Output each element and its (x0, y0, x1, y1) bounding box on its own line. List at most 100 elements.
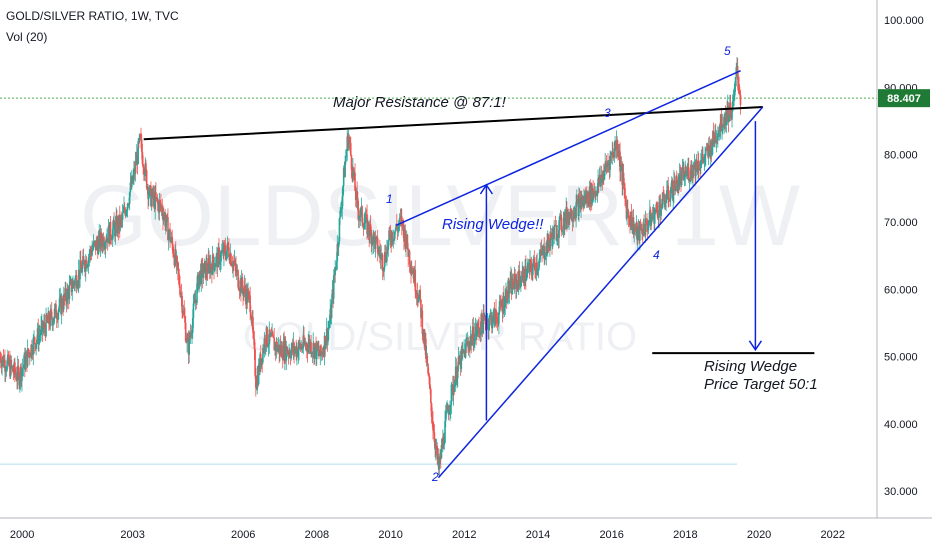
candles (0, 57, 742, 476)
candle-body (525, 265, 527, 281)
price-axis[interactable]: 100.00090.00080.00070.00060.00050.00040.… (884, 15, 924, 498)
candle-body (669, 193, 672, 202)
candle-body (202, 273, 205, 278)
candle-body (97, 238, 100, 255)
candle-body (21, 367, 24, 370)
candle-body (715, 140, 718, 142)
candle-body (81, 264, 84, 273)
resistance-trendline[interactable] (143, 105, 763, 141)
candle-body (686, 169, 689, 177)
candle-body (428, 376, 431, 385)
candle-body (105, 241, 108, 243)
current-price-value: 88.407 (887, 93, 921, 105)
candle-body (481, 314, 483, 324)
candle-body (249, 295, 251, 313)
time-axis[interactable]: 2000 2003 2006 2008 2010 2012 2014 2016 2018 2020… (10, 529, 845, 541)
x-tick-label: 2018 (673, 529, 697, 541)
candle-body (49, 310, 52, 327)
candle-body (21, 369, 23, 381)
candle-body (281, 345, 283, 359)
target-arrowhead (748, 340, 763, 352)
candle-body (132, 175, 135, 183)
candle-body (72, 281, 74, 289)
candle-body (626, 208, 628, 219)
candle-body (252, 332, 255, 340)
candle-body (494, 309, 497, 326)
candle-body (666, 190, 668, 200)
candle-body (359, 216, 361, 217)
candle-body (57, 312, 59, 321)
candle-body (69, 281, 71, 285)
candle-body (188, 334, 191, 355)
candle-body (680, 171, 683, 185)
candle-body (171, 236, 173, 245)
candle-body (478, 327, 480, 333)
candle-body (75, 275, 78, 289)
candle-body (225, 250, 228, 259)
candle-body (235, 266, 237, 273)
candle-body (700, 159, 703, 162)
candle-body (79, 260, 81, 280)
candle-body (77, 283, 79, 287)
candle-body (172, 244, 174, 254)
wedge-lower-trendline[interactable] (437, 106, 764, 479)
candle-body (410, 267, 412, 273)
candle-body (656, 210, 659, 218)
candle-body (657, 217, 660, 219)
candle-body (174, 249, 177, 264)
candle-body (448, 410, 451, 415)
wedge-upper-trendline[interactable] (395, 69, 741, 227)
candle-body (359, 208, 362, 217)
candle-body (483, 312, 485, 318)
candle-body (734, 83, 736, 96)
candle-body (26, 348, 29, 367)
candle-body (138, 140, 140, 142)
candle-body (530, 262, 533, 271)
candle-body (310, 341, 312, 354)
candle-body (633, 227, 636, 235)
candle-body (143, 167, 145, 175)
candle-body (653, 213, 656, 224)
candle-body (186, 337, 189, 341)
candle-body (17, 365, 20, 372)
candle-body (128, 192, 131, 204)
annotation-major-resistance: Major Resistance @ 87:1! (333, 94, 507, 111)
candle-body (388, 230, 391, 234)
candle-body (631, 226, 633, 230)
candle-body (700, 161, 702, 169)
candle-body (661, 192, 664, 208)
candle-body (336, 243, 339, 262)
candle-body (221, 251, 223, 253)
candle-body (473, 333, 476, 345)
x-tick-label: 2020 (747, 529, 771, 541)
wave-label-4: 4 (653, 248, 660, 262)
candle-body (460, 349, 463, 369)
candle-body (445, 411, 448, 414)
y-tick-label: 80.000 (884, 150, 918, 162)
candle-body (129, 182, 132, 193)
wave-label-3: 3 (604, 106, 611, 120)
candle-body (242, 290, 245, 296)
candle-body (16, 380, 18, 381)
candle-body (559, 215, 561, 221)
x-tick-label: 2012 (452, 529, 476, 541)
candle-body (167, 232, 170, 241)
candle-body (537, 267, 540, 269)
candle-body (70, 279, 73, 292)
candle-body (384, 252, 387, 261)
candle-body (219, 261, 222, 265)
candle-body (276, 347, 279, 352)
candle-body (207, 258, 210, 274)
candle-body (492, 312, 495, 323)
candle-body (36, 339, 38, 344)
candle-body (409, 264, 412, 268)
x-tick-label: 2014 (526, 529, 550, 541)
candle-body (529, 259, 532, 263)
candle-body (53, 318, 55, 322)
candle-body (289, 351, 291, 356)
candle-body (399, 217, 402, 219)
volume-indicator-label[interactable]: Vol (20) (6, 30, 47, 44)
candle-body (111, 228, 114, 240)
candle-body (499, 300, 502, 302)
